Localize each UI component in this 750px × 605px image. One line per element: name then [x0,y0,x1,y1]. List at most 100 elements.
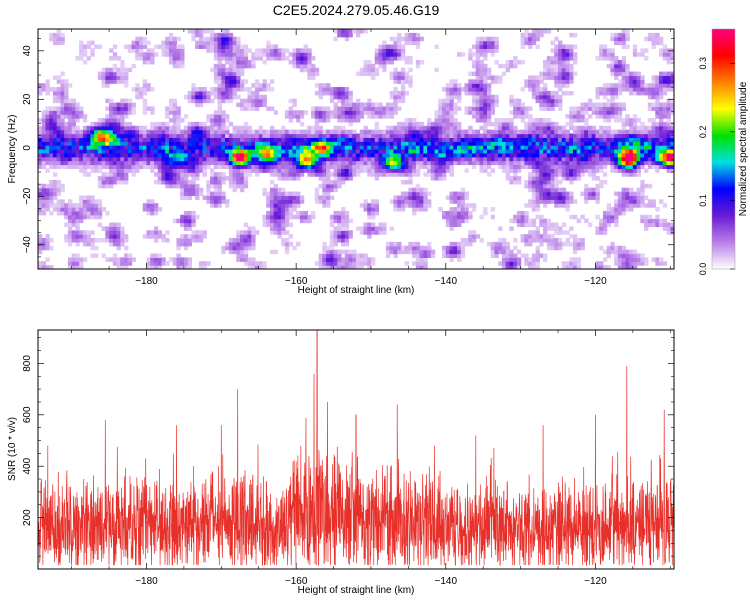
spectrogram-cell [165,261,170,266]
spectrogram-cell [82,168,88,173]
spectrogram-cell [67,218,73,224]
spectrogram-cell [599,114,604,119]
spectrogram-cell [262,133,267,138]
spectrogram-cell [449,149,454,154]
spectrogram-cell [595,168,600,173]
spectrogram-cell [82,257,88,262]
spectrogram-cell [569,44,574,49]
spectrogram-cell [400,121,406,127]
spectrogram-cell [329,241,335,247]
spectrogram-cell [591,102,597,108]
spectrogram-cell [131,102,136,108]
spectrogram-cell [415,149,421,154]
spectrogram-cell [617,156,623,162]
spectrogram-cell [236,52,241,57]
spectrogram-cell [165,114,170,119]
spectrogram-cell [97,179,103,185]
spectrogram-cell [337,164,342,169]
spectrogram-cell [374,172,380,177]
spectrogram-cell [621,83,626,88]
spectrogram-cell [389,71,395,77]
spectrogram-cell [370,114,376,119]
spectrogram-cell [408,67,413,73]
spectrogram-cell [86,137,91,142]
spectrogram-cell [337,253,342,258]
spectrogram-cell [412,129,417,135]
spectrogram-cell [427,253,432,258]
spectrogram-cell [479,133,484,138]
spectrogram-cell [505,67,510,73]
spectrogram-cell [135,156,140,162]
spectrogram-cell [236,241,241,247]
spectrogram-cell [378,149,383,154]
spectrogram-cell [161,52,166,57]
spectrogram-cell [247,63,252,69]
spectrogram-cell [445,141,451,146]
spectrogram-cell [124,141,129,146]
spectrogram-cell [120,164,125,169]
spectrogram-cell [442,176,447,181]
spectrogram-cell [445,214,451,220]
spectrogram-cell [131,141,136,146]
spectrogram-cell [303,56,308,61]
spectrogram-cell [513,114,518,119]
spectrogram-cell [457,98,462,104]
spectrogram-cell [168,48,174,53]
spectrogram-cell [483,129,488,135]
spectrogram-cell [348,118,353,123]
spectrogram-cell [580,238,585,243]
spectrogram-cell [296,56,301,61]
spectrogram-cell [168,56,174,61]
spectrogram-cell [124,176,129,181]
spectrogram-cell [210,118,215,123]
spectrogram-cell [412,156,417,162]
spectrogram-cell [486,102,492,108]
spectrogram-cell [101,226,106,231]
spectrogram-cell [105,98,110,104]
spectrogram-cell [337,133,342,138]
spectrogram-cell [434,121,439,127]
spectrogram-cell [217,145,222,150]
spectrogram-cell [191,141,196,146]
spectrogram-cell [393,44,398,49]
spectrogram-cell [213,203,219,208]
spectrogram-cell [490,106,496,111]
spectrogram-cell [509,164,514,169]
spectrogram-cell [531,199,537,204]
spectrogram-cell [79,207,84,212]
spectrogram-cell [445,245,451,251]
spectrogram-cell [105,83,110,88]
spectrogram-cell [520,160,525,166]
spectrogram-cell [531,203,537,208]
spectrogram-cell [49,164,54,169]
spectrogram-cell [453,156,458,162]
spectrogram-cell [273,207,279,212]
spectrogram-cell [116,133,121,138]
spectrogram-cell [629,152,634,158]
spectrogram-cell [213,63,219,69]
spectrogram-cell [501,63,507,69]
spectrogram-cell [90,207,95,212]
spectrogram-cell [445,152,451,158]
spectrogram-cell [483,44,488,49]
spectrogram-cell [606,218,611,224]
spectrogram-cell [292,149,297,154]
spectrogram-cell [284,218,290,224]
spectrogram-cell [266,141,271,146]
spectrogram-cell [165,52,170,57]
spectrogram-cell [539,133,544,138]
spectrogram-cell [539,129,544,135]
spectrogram-cell [501,145,507,150]
spectrogram-cell [277,207,282,212]
spectrogram-cell [400,156,406,162]
spectrogram-cell [427,133,432,138]
spectrogram-cell [404,149,409,154]
spectrogram-cell [314,129,320,135]
spectrogram-cell [580,125,585,131]
spectrogram-cell [82,125,88,131]
spectrogram-cell [468,129,473,135]
spectrogram-cell [412,199,417,204]
spectrogram-cell [225,90,230,96]
spectrogram-cell [561,75,567,80]
spectrogram-cell [543,253,548,258]
